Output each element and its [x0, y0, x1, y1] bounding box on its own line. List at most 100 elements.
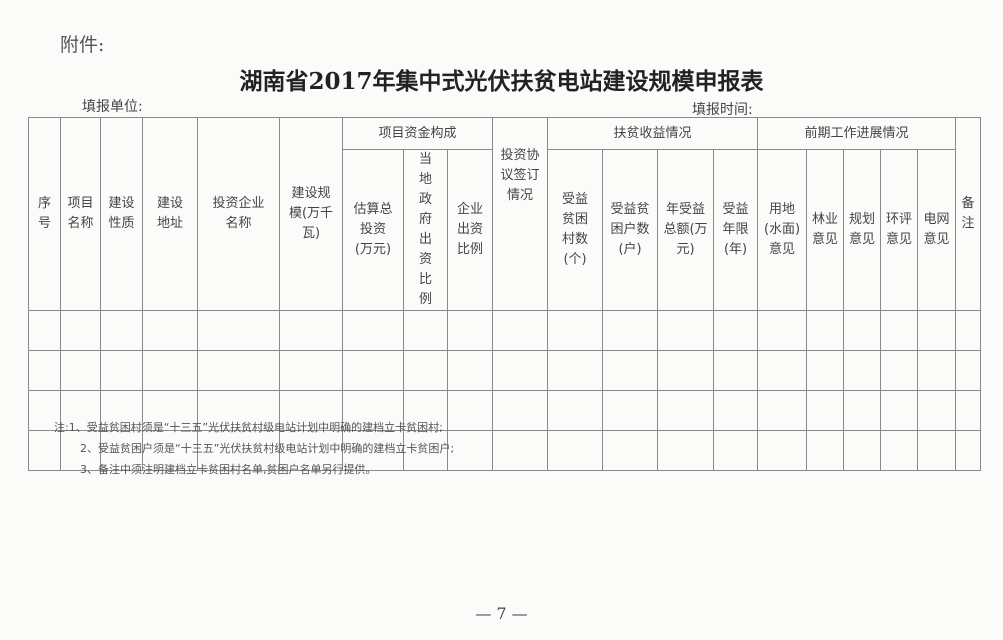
table-cell[interactable] — [657, 350, 715, 391]
group-funding: 项目资金构成 — [341, 117, 494, 150]
table-cell[interactable] — [880, 350, 919, 391]
fill-unit-label: 填报单位: — [82, 99, 143, 115]
table-cell[interactable] — [713, 350, 759, 391]
header-name: 项目名称 — [60, 117, 101, 311]
header-forestry: 林业意见 — [806, 149, 845, 311]
table-cell[interactable] — [100, 430, 143, 471]
table-cell[interactable] — [100, 310, 143, 351]
table-cell[interactable] — [60, 350, 101, 391]
table-row — [28, 310, 982, 351]
table-cell[interactable] — [657, 430, 715, 471]
fill-time-label: 填报时间: — [692, 102, 753, 118]
table-cell[interactable] — [446, 430, 494, 471]
table-cell[interactable] — [917, 310, 957, 351]
table-cell[interactable] — [28, 350, 61, 391]
table-cell[interactable] — [955, 390, 982, 431]
table-cell[interactable] — [757, 310, 808, 351]
header-seq: 序号 — [28, 117, 61, 311]
header-nature: 建设性质 — [100, 117, 143, 311]
table-cell[interactable] — [197, 430, 280, 471]
table-cell[interactable] — [279, 310, 343, 351]
table-cell[interactable] — [880, 310, 919, 351]
header-grid: 电网意见 — [917, 149, 957, 311]
table-cell[interactable] — [342, 390, 404, 431]
table-cell[interactable] — [843, 430, 882, 471]
table-cell[interactable] — [446, 310, 494, 351]
table-cell[interactable] — [547, 310, 604, 351]
table-cell[interactable] — [28, 310, 61, 351]
table-cell[interactable] — [917, 430, 957, 471]
attachment-label: 附件: — [60, 34, 105, 56]
table-cell[interactable] — [403, 430, 448, 471]
header-villages: 受益贫困村数(个) — [547, 149, 604, 311]
header-agreement: 投资协议签订情况 — [492, 117, 549, 311]
table-cell[interactable] — [446, 350, 494, 391]
table-cell[interactable] — [342, 350, 404, 391]
table-cell[interactable] — [602, 390, 659, 431]
header-environment: 环评意见 — [880, 149, 919, 311]
table-cell[interactable] — [403, 350, 448, 391]
table-row — [28, 350, 982, 391]
table-cell[interactable] — [713, 390, 759, 431]
table-cell[interactable] — [806, 310, 845, 351]
table-cell[interactable] — [806, 430, 845, 471]
note-1: 注:1、受益贫困村须是“十三五”光伏扶贫村级电站计划中明确的建档立卡贫困村; — [54, 421, 443, 434]
table-cell[interactable] — [197, 310, 280, 351]
table-cell[interactable] — [403, 310, 448, 351]
note-2: 2、受益贫困户须是“十三五”光伏扶贫村级电站计划中明确的建档立卡贫困户; — [80, 442, 455, 455]
table-cell[interactable] — [955, 350, 982, 391]
table-cell[interactable] — [279, 430, 343, 471]
table-cell[interactable] — [806, 350, 845, 391]
table-cell[interactable] — [492, 350, 549, 391]
table-cell[interactable] — [843, 390, 882, 431]
table-cell[interactable] — [342, 310, 404, 351]
header-land: 用地(水面)意见 — [757, 149, 808, 311]
header-remarks: 备注 — [955, 117, 982, 311]
table-cell[interactable] — [142, 430, 198, 471]
header-corp-ratio: 企业出资比例 — [446, 149, 494, 311]
table-cell[interactable] — [342, 430, 404, 471]
table-cell[interactable] — [806, 390, 845, 431]
table-cell[interactable] — [279, 350, 343, 391]
table-cell[interactable] — [880, 430, 919, 471]
table-row — [28, 430, 982, 471]
table-cell[interactable] — [713, 310, 759, 351]
table-cell[interactable] — [492, 310, 549, 351]
table-cell[interactable] — [843, 350, 882, 391]
table-cell[interactable] — [657, 390, 715, 431]
table-cell[interactable] — [142, 350, 198, 391]
group-progress: 前期工作进展情况 — [757, 117, 957, 150]
table-cell[interactable] — [547, 430, 604, 471]
table-row — [28, 390, 982, 431]
table-cell[interactable] — [197, 350, 280, 391]
table-cell[interactable] — [917, 350, 957, 391]
table-cell[interactable] — [60, 390, 101, 431]
table-cell[interactable] — [492, 430, 549, 471]
header-households: 受益贫困户数(户) — [602, 149, 659, 311]
table-cell[interactable] — [757, 350, 808, 391]
report-table: 序号 项目名称 建设性质 建设地址 投资企业名称 建设规模(万千瓦) 项目资金构… — [28, 117, 982, 471]
table-cell[interactable] — [757, 390, 808, 431]
table-cell[interactable] — [60, 430, 101, 471]
table-cell[interactable] — [917, 390, 957, 431]
table-cell[interactable] — [142, 310, 198, 351]
table-cell[interactable] — [713, 430, 759, 471]
table-cell[interactable] — [955, 430, 982, 471]
table-cell[interactable] — [880, 390, 919, 431]
table-cell[interactable] — [547, 350, 604, 391]
table-cell[interactable] — [602, 310, 659, 351]
table-cell[interactable] — [843, 310, 882, 351]
table-cell[interactable] — [955, 310, 982, 351]
table-cell[interactable] — [547, 390, 604, 431]
table-cell[interactable] — [602, 350, 659, 391]
table-cell[interactable] — [602, 430, 659, 471]
header-planning: 规划意见 — [843, 149, 882, 311]
table-cell[interactable] — [100, 350, 143, 391]
table-cell[interactable] — [446, 390, 494, 431]
table-cell[interactable] — [60, 310, 101, 351]
header-gov-ratio: 当地政府出资比例 — [403, 149, 448, 311]
header-annual-income: 年受益总额(万元) — [657, 149, 715, 311]
table-cell[interactable] — [757, 430, 808, 471]
table-cell[interactable] — [492, 390, 549, 431]
table-cell[interactable] — [657, 310, 715, 351]
